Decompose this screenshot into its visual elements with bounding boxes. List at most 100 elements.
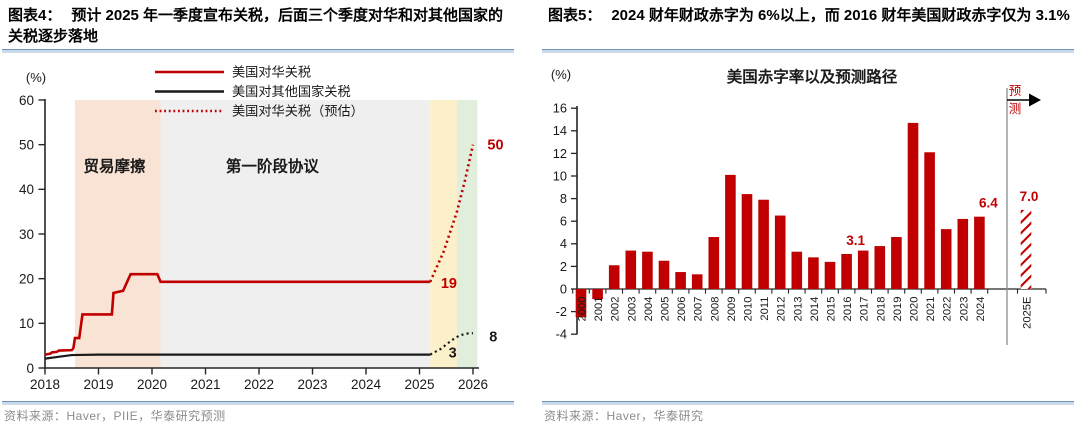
deficit-bar-2022: [940, 229, 952, 289]
deficit-bar-2025E: [1020, 209, 1032, 289]
x-category-label: 2021: [925, 297, 937, 322]
x-category-label: 2020: [909, 297, 921, 322]
y-tick-label: 8: [560, 191, 567, 206]
x-category-label: 2009: [726, 297, 738, 322]
x-tick-label: 2019: [83, 377, 113, 392]
x-category-label: 2012: [776, 297, 788, 322]
figure-5-source-divider: [542, 401, 1074, 405]
figure-5-title-divider: [542, 49, 1074, 53]
x-tick-label: 2026: [458, 377, 488, 392]
series-line-2: [429, 144, 475, 283]
y-tick-label: 0: [26, 361, 34, 376]
forecast-arrow-icon: [1029, 93, 1041, 107]
bar-value-label-2025E: 7.0: [1020, 189, 1039, 204]
x-category-label: 2013: [792, 297, 804, 322]
deficit-bar-2003: [625, 250, 637, 289]
x-category-label: 2025E: [1022, 297, 1034, 329]
y-tick-label: -4: [556, 327, 567, 342]
x-category-label: 2018: [875, 297, 887, 322]
deficit-bar-2006: [675, 272, 686, 289]
x-tick-label: 2023: [297, 377, 327, 392]
figure-4-source: 资料来源：Haver，PIIE，华泰研究预测: [4, 409, 226, 423]
region-label-0: 贸易摩擦: [84, 156, 147, 175]
figure-4-section: 图表4： 预计 2025 年一季度宣布关税，后面三个季度对华和对其他国家的关税逐步…: [0, 0, 520, 438]
x-tick-label: 2018: [30, 377, 60, 392]
deficit-bar-2013: [791, 251, 803, 289]
x-category-label: 2008: [709, 297, 721, 322]
deficit-bar-2014: [808, 257, 819, 289]
x-category-label: 2014: [809, 297, 821, 322]
y-tick-label: 14: [553, 123, 567, 138]
legend-label-0: 美国对华关税: [232, 65, 311, 80]
deficit-bar-2005: [658, 260, 670, 289]
deficit-bar-2009: [725, 174, 736, 289]
deficit-bar-2002: [608, 265, 620, 289]
x-category-label: 2003: [626, 297, 638, 322]
y-tick-label: 2: [560, 259, 567, 274]
bar-value-label-2024: 6.4: [979, 196, 998, 211]
series-line-3: [429, 332, 474, 356]
y-axis-unit: (%): [551, 67, 571, 82]
figure-5-title: 图表5： 2024 财年财政赤字为 6%以上，而 2016 财年美国财政赤字仅为 …: [548, 5, 1072, 26]
figure-4-label: 图表4：: [8, 7, 62, 24]
x-category-label: 2004: [643, 297, 655, 322]
deficit-bar-2007: [691, 274, 703, 289]
x-category-label: 2001: [593, 297, 605, 322]
region-band-0: [74, 100, 161, 368]
x-category-label: 2016: [842, 297, 854, 322]
deficit-bar-chart: 美国赤字率以及预测路径 (%) -4 -2 0 2 4 6 8 10 12 14 16 2000 2001 2…: [551, 67, 1047, 345]
y-tick-label: 10: [553, 168, 567, 183]
y-tick-label: 4: [560, 236, 567, 251]
deficit-bar-2011: [758, 199, 769, 289]
series-line-1: [44, 353, 431, 360]
x-tick-label: 2024: [351, 377, 382, 392]
x-category-label: 2005: [660, 297, 672, 322]
deficit-bar-2021: [924, 152, 935, 289]
y-tick-label: 50: [19, 137, 34, 152]
deficit-bar-2012: [774, 215, 786, 289]
series-line-0: [44, 272, 431, 356]
y-tick-label: -2: [556, 304, 567, 319]
y-tick-label: 60: [19, 93, 34, 108]
deficit-bar-2017: [857, 250, 869, 289]
region-label-1: 第一阶段协议: [226, 156, 320, 175]
figure-4-title: 图表4： 预计 2025 年一季度宣布关税，后面三个季度对华和对其他国家的关税逐步…: [8, 5, 512, 47]
deficit-bar-2000: [575, 289, 587, 318]
legend-label-2: 美国对华关税（预估）: [232, 104, 364, 119]
figure-4-source-divider: [2, 401, 514, 405]
y-tick-label: 12: [553, 146, 567, 161]
x-tick-label: 2022: [244, 377, 274, 392]
deficit-bar-2010: [741, 194, 753, 289]
x-category-label: 2017: [859, 297, 871, 322]
region-band-3: [456, 100, 478, 368]
figure-5-section: 图表5： 2024 财年财政赤字为 6%以上，而 2016 财年美国财政赤字仅为 …: [540, 0, 1080, 438]
x-tick-label: 2021: [190, 377, 220, 392]
deficit-bar-2016: [841, 253, 852, 289]
bar-value-label-2016: 3.1: [846, 233, 865, 248]
forecast-label-char: 预: [1009, 84, 1022, 98]
deficit-bar-2023: [957, 218, 969, 289]
value-label-50: 50: [487, 138, 503, 154]
region-band-1: [160, 100, 431, 368]
figure-5-label: 图表5：: [548, 7, 602, 24]
x-category-label: 2011: [759, 297, 771, 321]
figure-5-source: 资料来源：Haver，华泰研究: [544, 409, 704, 423]
x-category-label: 2002: [610, 297, 622, 322]
y-tick-label: 6: [560, 214, 567, 229]
y-tick-label: 10: [19, 316, 34, 331]
y-tick-label: 0: [560, 281, 567, 296]
deficit-bar-2008: [708, 237, 720, 289]
x-tick-label: 2025: [404, 377, 434, 392]
y-tick-label: 20: [19, 271, 34, 286]
y-tick-label: 30: [19, 227, 34, 242]
chart-title: 美国赤字率以及预测路径: [727, 67, 898, 86]
x-tick-label: 2020: [137, 377, 167, 392]
value-label-19: 19: [441, 276, 457, 292]
x-category-label: 2007: [693, 297, 705, 322]
y-axis-unit: (%): [26, 70, 46, 85]
figure-4-title-divider: [2, 49, 514, 53]
x-category-label: 2000: [577, 297, 589, 322]
forecast-label-char: 测: [1009, 102, 1022, 116]
tariff-line-chart: 贸易摩擦 第一阶段协议 0 10 20 30 40 50 60 2018 2019 2020 2021 2…: [19, 65, 504, 392]
